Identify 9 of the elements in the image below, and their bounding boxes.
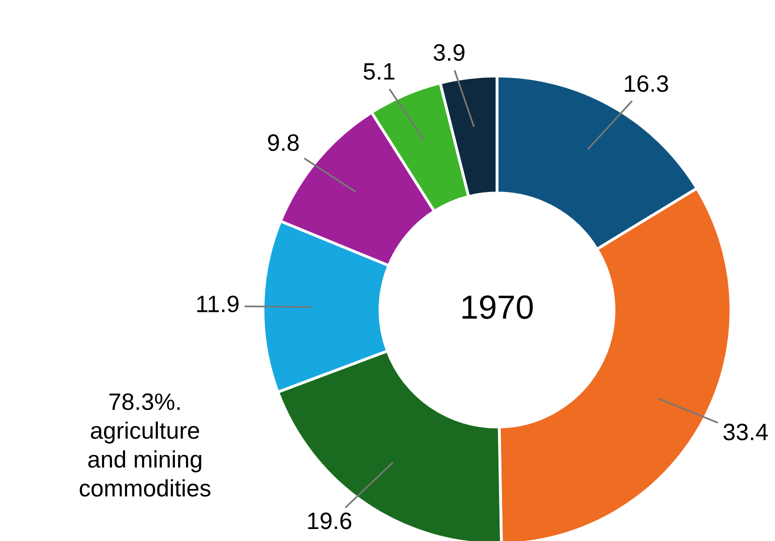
data-label: 5.1 [364, 63, 394, 80]
data-label: 11.9 [197, 296, 239, 312]
data-label: 33.4 [723, 424, 768, 440]
data-label: 9.8 [268, 134, 299, 152]
data-label: 3.9 [434, 44, 464, 61]
text: 1970 [462, 295, 533, 319]
text: 78.3%. agriculture and mining commodities [80, 393, 210, 497]
data-label: 19.6 [308, 512, 352, 530]
data-label: 16.3 [624, 75, 668, 92]
